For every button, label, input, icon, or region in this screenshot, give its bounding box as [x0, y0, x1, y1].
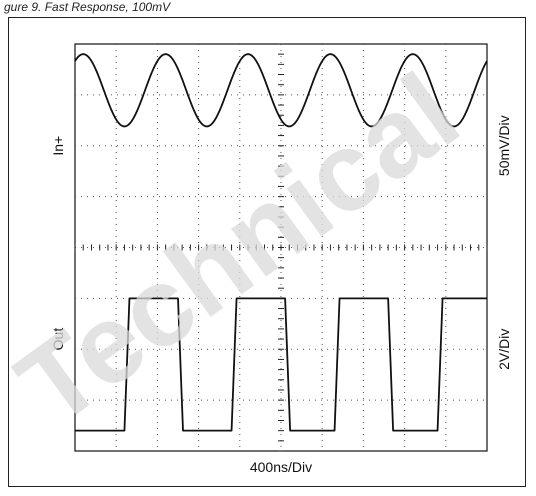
figure-frame: [8, 17, 526, 487]
figure-caption: gure 9. Fast Response, 100mV: [4, 0, 171, 14]
x-axis-label: 400ns/Div: [250, 459, 312, 475]
scope-traces: [74, 53, 488, 432]
in-plus-sine-trace: [74, 53, 488, 128]
scale-label-out: 2V/Div: [496, 329, 512, 370]
out-square-trace: [75, 297, 487, 432]
channel-label-in-plus: In+: [50, 136, 66, 156]
channel-label-out: Out: [50, 328, 66, 351]
scope-grid: [74, 43, 488, 452]
scope-labels: In+ Out 50mV/Div 2V/Div 400ns/Div: [50, 115, 512, 475]
scale-label-in-plus: 50mV/Div: [496, 115, 512, 176]
